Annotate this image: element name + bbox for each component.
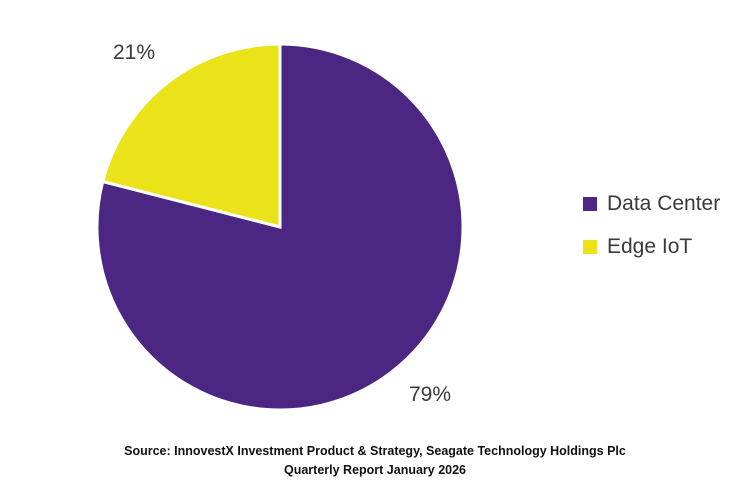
chart-legend: Data Center Edge IoT [583, 190, 720, 276]
legend-label-data-center: Data Center [607, 192, 721, 215]
slice-edge-iot [100, 42, 282, 229]
pie-data-labels: 79% 21% [113, 41, 451, 406]
pie-chart: 79% 21% [95, 41, 465, 412]
data-label-data-center: 79% [409, 383, 451, 406]
source-line-1: Source: InnovestX Investment Product & S… [124, 444, 626, 458]
data-label-edge-iot: 21% [113, 41, 155, 64]
legend-label-edge-iot: Edge IoT [607, 235, 693, 258]
legend-item-edge-iot: Edge IoT [583, 233, 720, 261]
legend-swatch-edge-iot [583, 240, 597, 254]
slice-data-center [95, 42, 465, 412]
legend-item-data-center: Data Center [583, 190, 720, 218]
pie-slices [95, 42, 465, 412]
source-note: Source: InnovestX Investment Product & S… [0, 442, 750, 480]
source-line-2: Quarterly Report January 2026 [283, 463, 467, 477]
legend-swatch-data-center [583, 197, 597, 211]
